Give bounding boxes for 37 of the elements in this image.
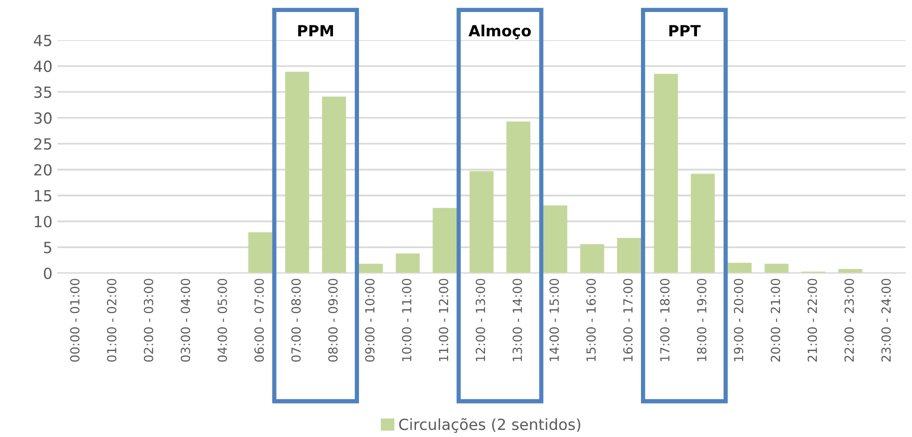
y-tick-label: 35 <box>34 86 52 98</box>
x-tick-label: 10:00 - 11:00 <box>402 278 412 362</box>
x-tick-label: 01:00 - 02:00 <box>106 278 116 362</box>
x-tick-label: 19:00 - 20:00 <box>734 278 744 362</box>
y-tick-label: 15 <box>34 190 52 202</box>
x-tick-label: 09:00 - 10:00 <box>365 278 375 362</box>
y-tick-label: 0 <box>44 268 52 280</box>
x-tick-label: 11:00 - 12:00 <box>438 278 448 362</box>
x-tick-label: 00:00 - 01:00 <box>70 278 80 362</box>
x-tick-label: 21:00 - 22:00 <box>808 278 818 362</box>
x-tick-label: 04:00 - 05:00 <box>218 278 228 362</box>
x-tick-label: 08:00 - 09:00 <box>328 278 338 362</box>
x-tick-label: 23:00 - 24:00 <box>881 278 891 362</box>
text: PPT <box>669 25 701 36</box>
x-tick-label: 02:00 - 03:00 <box>144 278 154 362</box>
x-tick-label: 03:00 - 04:00 <box>180 278 190 362</box>
text: PPM <box>298 25 333 36</box>
x-tick-label: 12:00 - 13:00 <box>476 278 486 362</box>
x-tick-label: 20:00 - 21:00 <box>770 278 780 362</box>
x-tick-label: 22:00 - 23:00 <box>844 278 854 362</box>
x-tick-label: 06:00 - 07:00 <box>254 278 264 362</box>
x-tick-label: 17:00 - 18:00 <box>660 278 670 362</box>
text: Almoço <box>468 24 531 40</box>
x-tick-label: 07:00 - 08:00 <box>291 278 301 362</box>
y-tick-label: 10 <box>34 216 52 228</box>
y-tick-label: 40 <box>34 60 52 72</box>
y-tick-label: 5 <box>44 242 52 254</box>
x-tick-label: 13:00 - 14:00 <box>512 278 522 362</box>
y-tick-label: 25 <box>34 138 52 150</box>
x-tick-label: 16:00 - 17:00 <box>623 278 633 362</box>
legend-label: Circulações (2 sentidos) <box>399 418 580 433</box>
x-tick-label: 14:00 - 15:00 <box>549 278 559 362</box>
x-tick-label: 18:00 - 19:00 <box>696 278 706 362</box>
y-tick-label: 30 <box>34 112 52 124</box>
x-tick-label: 15:00 - 16:00 <box>586 278 596 362</box>
y-tick-label: 45 <box>34 34 52 46</box>
y-tick-label: 20 <box>34 164 52 176</box>
